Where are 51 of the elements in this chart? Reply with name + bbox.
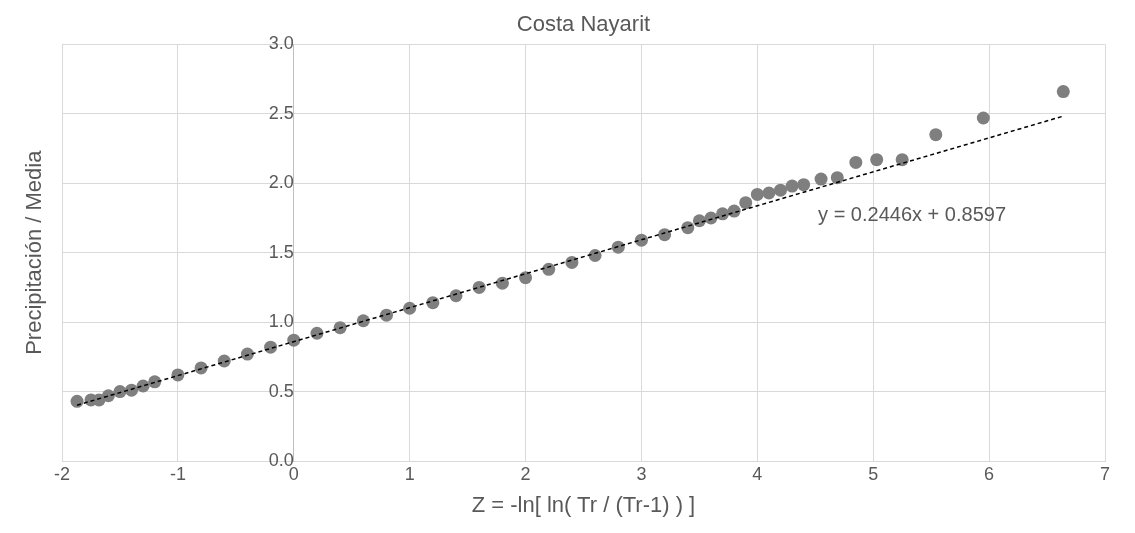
point bbox=[125, 383, 139, 397]
x-tick-label: 3 bbox=[636, 463, 647, 484]
point bbox=[565, 255, 579, 269]
y-axis-title: Precipitación / Media bbox=[21, 149, 47, 355]
point bbox=[356, 314, 370, 328]
annotation: y = 0.2446x + 0.8597 bbox=[818, 202, 1007, 225]
point bbox=[403, 301, 417, 315]
point bbox=[588, 248, 602, 262]
point bbox=[519, 271, 533, 285]
point bbox=[379, 308, 393, 322]
point bbox=[870, 153, 884, 167]
point bbox=[240, 347, 254, 361]
chart-title: Costa Nayarit bbox=[516, 11, 651, 37]
point bbox=[762, 186, 776, 200]
y-tick-label: 1.0 bbox=[268, 311, 294, 332]
point bbox=[716, 207, 730, 221]
point bbox=[148, 375, 162, 389]
point bbox=[611, 240, 625, 254]
point bbox=[797, 178, 811, 192]
y-tick-label: 2.5 bbox=[268, 102, 294, 123]
point bbox=[70, 394, 84, 408]
point bbox=[976, 111, 990, 125]
x-tick-label: 7 bbox=[1099, 463, 1111, 484]
x-tick-label: 5 bbox=[868, 463, 879, 484]
point bbox=[785, 179, 799, 193]
x-tick-label: -1 bbox=[169, 463, 186, 484]
point bbox=[750, 187, 764, 201]
point bbox=[658, 228, 672, 242]
point bbox=[814, 172, 828, 186]
point bbox=[1056, 85, 1070, 99]
y-tick-label: 0.5 bbox=[268, 380, 294, 401]
x-axis-title: Z = -ln[ ln( Tr / (Tr-1) ) ] bbox=[471, 491, 696, 517]
point bbox=[849, 155, 863, 169]
y-tick-label: 3.0 bbox=[268, 33, 294, 54]
point bbox=[895, 153, 909, 167]
point bbox=[830, 171, 844, 185]
y-tick-label: 2.0 bbox=[268, 172, 294, 193]
point bbox=[472, 280, 486, 294]
x-tick-label: 2 bbox=[520, 463, 531, 484]
x-tick-label: 6 bbox=[984, 463, 995, 484]
point bbox=[333, 321, 347, 335]
point bbox=[634, 233, 648, 247]
x-tick-label: 1 bbox=[404, 463, 415, 484]
x-tick-label: -2 bbox=[53, 463, 71, 484]
x-tick-label: 4 bbox=[752, 463, 763, 484]
point bbox=[542, 262, 556, 276]
point bbox=[495, 276, 509, 290]
y-tick-label: 1.5 bbox=[268, 241, 294, 262]
point bbox=[739, 196, 753, 210]
point bbox=[774, 183, 788, 197]
point bbox=[929, 128, 943, 142]
